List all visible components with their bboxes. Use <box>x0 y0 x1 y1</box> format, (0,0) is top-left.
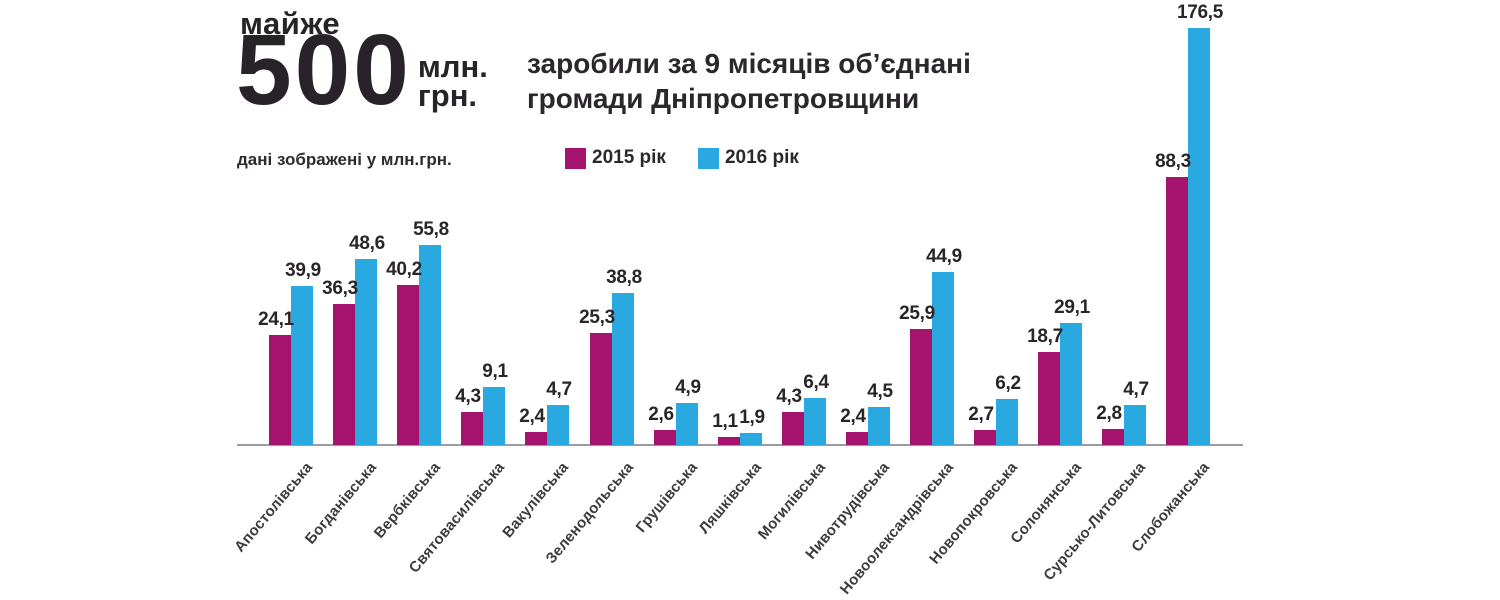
bar-value-label: 176,5 <box>1176 2 1224 23</box>
bar-2016-Апостолівська <box>291 286 313 445</box>
legend-label: 2015 рік <box>592 147 666 168</box>
headline-unit: млн. грн. <box>417 49 488 113</box>
bar-value-label: 2,8 <box>1096 403 1122 424</box>
bar-2016-Солонянська <box>1060 323 1082 445</box>
bar-value-label: 48,6 <box>349 233 385 254</box>
headline-unit-line1: млн. <box>417 49 488 84</box>
legend-color-swatch <box>697 147 719 169</box>
bar-value-label: 4,3 <box>776 386 802 407</box>
bar-2016-Нивотрудівська <box>868 407 890 445</box>
bar-value-label: 4,3 <box>455 386 481 407</box>
bar-2016-Сурсько-Литовська <box>1124 405 1146 445</box>
bar-2015-Сурсько-Литовська <box>1102 429 1124 445</box>
bar-2015-Святовасилівська <box>461 412 483 445</box>
bar-2015-Нивотрудівська <box>846 432 868 445</box>
bar-2016-Богданівська <box>355 259 377 445</box>
subtitle: заробили за 9 місяців об’єднані громади … <box>527 46 971 116</box>
bar-value-label: 2,4 <box>840 406 866 427</box>
bar-value-label: 9,1 <box>482 361 508 382</box>
bar-value-label: 4,7 <box>546 379 572 400</box>
bar-2016-Новоолександрівська <box>932 272 954 445</box>
legend-item-2015: 2015 рік <box>565 147 666 169</box>
bar-value-label: 18,7 <box>1027 326 1063 347</box>
bar-2015-Вербківська <box>397 285 419 445</box>
data-note: дані зображені у млн.грн. <box>237 150 452 169</box>
chart-legend: 2015 рік 2016 рік <box>565 147 799 169</box>
bar-2016-Вакулівська <box>547 405 569 445</box>
bar-value-label: 4,7 <box>1123 379 1149 400</box>
bar-2015-Новоолександрівська <box>910 329 932 445</box>
bar-value-label: 88,3 <box>1155 151 1191 172</box>
bar-value-label: 1,1 <box>712 411 738 432</box>
bar-2015-Солонянська <box>1038 352 1060 445</box>
bar-value-label: 2,4 <box>519 406 545 427</box>
bar-value-label: 29,1 <box>1054 297 1090 318</box>
subtitle-line2: громади Дніпропетровщини <box>527 83 920 114</box>
bar-2015-Грушівська <box>654 430 676 445</box>
headline: 500 млн. грн. <box>236 14 488 126</box>
category-label: Вербківська <box>370 459 445 542</box>
headline-unit-line2: грн. <box>417 78 478 113</box>
bar-2016-Грушівська <box>676 403 698 445</box>
bar-2015-Могилівська <box>782 412 804 445</box>
category-label: Могилівська <box>754 459 830 543</box>
legend-label: 2016 рік <box>724 147 799 168</box>
x-axis-line <box>237 444 1243 446</box>
bar-value-label: 6,2 <box>995 373 1021 394</box>
bar-value-label: 25,9 <box>899 303 935 324</box>
headline-number: 500 <box>236 14 412 126</box>
bar-2016-Вербківська <box>419 245 441 445</box>
category-label: Новоолександрівська <box>836 459 958 598</box>
bar-2015-Вакулівська <box>525 432 547 445</box>
bar-value-label: 38,8 <box>606 267 642 288</box>
bar-value-label: 2,6 <box>648 404 674 425</box>
subtitle-line1: заробили за 9 місяців об’єднані <box>527 48 971 79</box>
bar-2015-Слобожанська <box>1166 177 1188 445</box>
bar-value-label: 40,2 <box>386 259 422 280</box>
bar-value-label: 44,9 <box>926 246 962 267</box>
bar-value-label: 4,9 <box>675 377 701 398</box>
bar-2015-Богданівська <box>333 304 355 445</box>
bar-2016-Ляшківська <box>740 433 762 445</box>
bar-value-label: 4,5 <box>867 381 893 402</box>
bar-2016-Слобожанська <box>1188 28 1210 445</box>
category-label: Грушівська <box>632 459 702 536</box>
bar-2015-Новопокровська <box>974 430 996 445</box>
bar-value-label: 55,8 <box>413 219 449 240</box>
bar-2016-Могилівська <box>804 398 826 445</box>
category-label: Ляшківська <box>695 459 766 538</box>
bar-2016-Святовасилівська <box>483 387 505 445</box>
bar-2016-Зеленодольська <box>612 293 634 445</box>
bar-value-label: 2,7 <box>968 404 994 425</box>
legend-color-swatch <box>565 147 586 169</box>
legend-item-2016: 2016 рік <box>697 147 799 169</box>
category-label: Апостолівська <box>231 459 317 556</box>
bar-value-label: 25,3 <box>579 307 615 328</box>
bar-2015-Ляшківська <box>718 437 740 445</box>
bar-2016-Новопокровська <box>996 399 1018 445</box>
bar-value-label: 6,4 <box>803 372 829 393</box>
bar-2015-Зеленодольська <box>590 333 612 445</box>
bar-value-label: 24,1 <box>258 309 294 330</box>
bar-value-label: 36,3 <box>322 278 358 299</box>
bar-2015-Апостолівська <box>269 335 291 445</box>
bar-value-label: 39,9 <box>285 260 321 281</box>
category-label: Вакулівська <box>499 459 573 542</box>
headline-prefix: майже <box>240 6 341 41</box>
bar-value-label: 1,9 <box>739 407 765 428</box>
